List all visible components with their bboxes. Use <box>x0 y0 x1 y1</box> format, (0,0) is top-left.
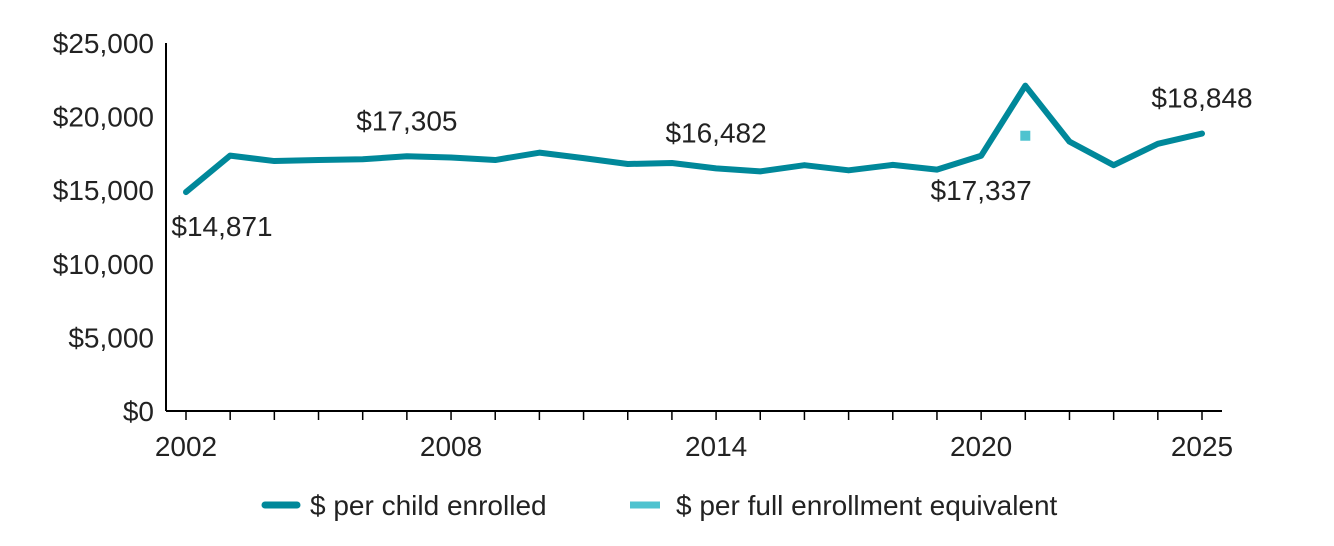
y-tick-label: $25,000 <box>53 28 154 59</box>
x-tick-label: 2002 <box>155 431 217 462</box>
y-tick-label: $20,000 <box>53 102 154 133</box>
data-label: $14,871 <box>171 211 272 242</box>
legend-label-full-enrollment-equivalent: $ per full enrollment equivalent <box>676 490 1058 521</box>
data-label: $18,848 <box>1151 83 1252 114</box>
data-point-full-enrollment-equivalent <box>1020 131 1030 141</box>
y-tick-label: $10,000 <box>53 249 154 280</box>
x-tick-label: 2014 <box>685 431 747 462</box>
y-tick-label: $0 <box>123 396 154 427</box>
y-tick-label: $15,000 <box>53 175 154 206</box>
legend-label-per-child-enrolled: $ per child enrolled <box>310 490 547 521</box>
x-tick-label: 2008 <box>420 431 482 462</box>
data-label: $16,482 <box>665 117 766 148</box>
x-tick-label: 2020 <box>950 431 1012 462</box>
y-tick-label: $5,000 <box>68 322 154 353</box>
x-tick-label: 2025 <box>1171 431 1233 462</box>
data-label: $17,305 <box>356 105 457 136</box>
data-label: $17,337 <box>931 175 1032 206</box>
